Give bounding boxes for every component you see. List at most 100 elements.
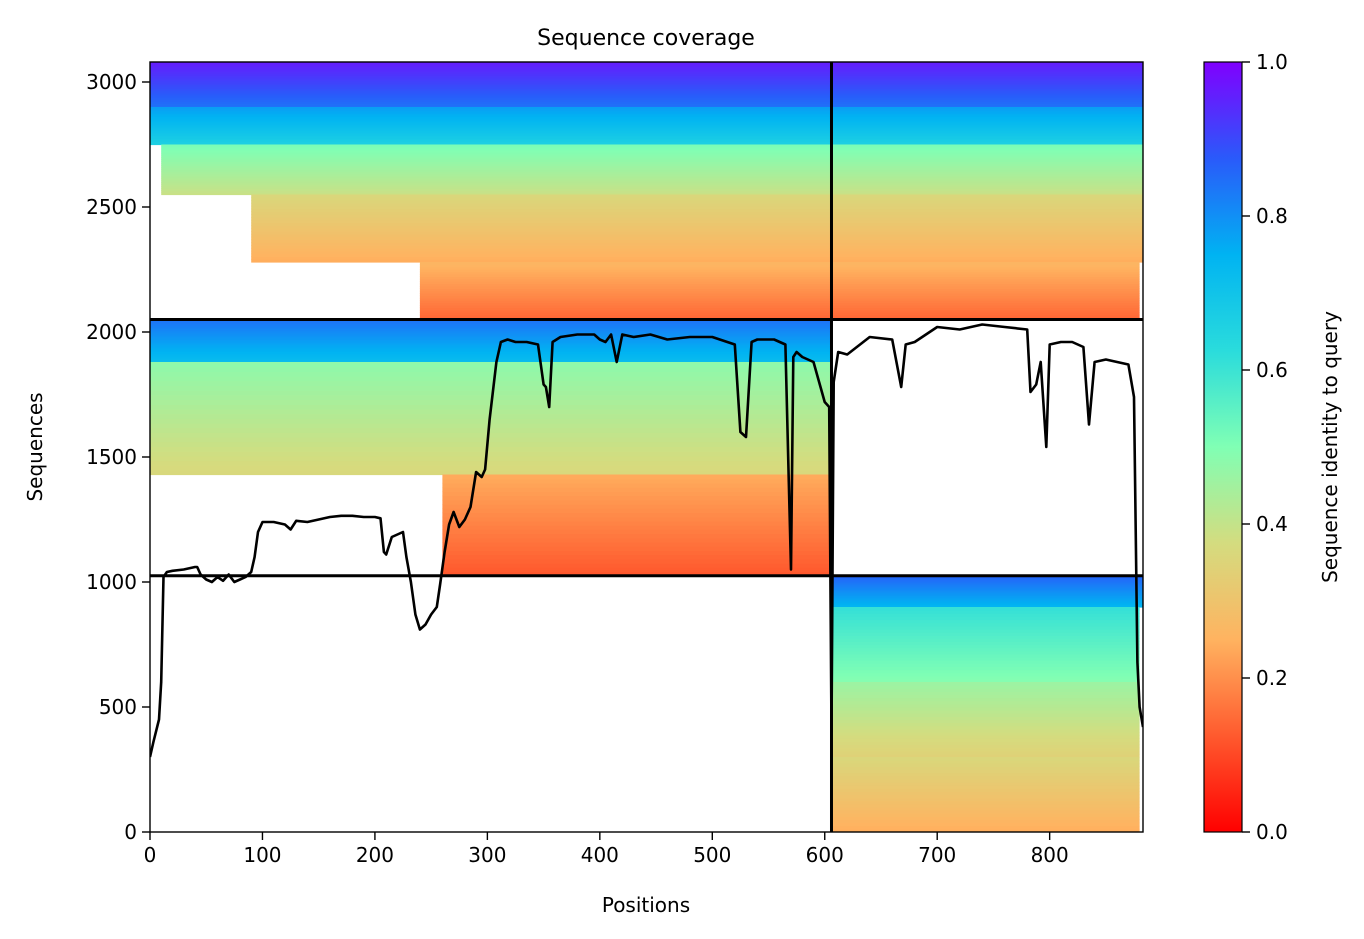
- coverage-band: [161, 152, 832, 156]
- coverage-band: [831, 200, 1143, 204]
- coverage-band: [831, 800, 1140, 805]
- coverage-band: [150, 326, 832, 329]
- coverage-band: [150, 432, 832, 438]
- coverage-band: [831, 788, 1140, 792]
- coverage-band: [831, 161, 1143, 164]
- coverage-band: [831, 678, 1140, 683]
- coverage-band: [831, 590, 1143, 592]
- coverage-band: [831, 666, 1140, 671]
- coverage-band: [251, 250, 832, 255]
- coverage-band: [831, 744, 1140, 749]
- coverage-band: [831, 186, 1143, 189]
- y-axis-label: Sequences: [23, 392, 47, 501]
- coverage-band: [831, 622, 1140, 627]
- x-tick-label: 200: [356, 843, 394, 867]
- coverage-band: [831, 93, 1143, 97]
- coverage-band: [150, 342, 832, 345]
- coverage-band: [251, 239, 832, 243]
- coverage-band: [150, 69, 832, 72]
- coverage-band: [831, 819, 1140, 824]
- y-tick-label: 2500: [86, 195, 137, 219]
- coverage-band: [150, 105, 832, 108]
- coverage-band: [831, 616, 1140, 621]
- coverage-band: [150, 88, 832, 91]
- coverage-band: [831, 644, 1140, 649]
- coverage-band: [831, 581, 1143, 583]
- coverage-band: [831, 69, 1143, 72]
- coverage-band: [150, 358, 832, 361]
- coverage-band: [831, 738, 1140, 742]
- x-tick-label: 0: [144, 843, 157, 867]
- x-tick-label: 700: [918, 843, 956, 867]
- coverage-band: [831, 286, 1140, 289]
- coverage-line: [150, 323, 1143, 758]
- coverage-band: [831, 663, 1140, 667]
- coverage-band: [831, 75, 1143, 78]
- coverage-band: [419, 302, 832, 306]
- coverage-band: [831, 778, 1140, 783]
- coverage-band: [831, 578, 1143, 581]
- coverage-band: [831, 111, 1143, 114]
- coverage-band: [419, 286, 832, 289]
- coverage-band: [150, 324, 832, 328]
- y-axis-ticks: 0 500 1000 1500 2000 2500 3000: [86, 70, 150, 844]
- coverage-band: [150, 110, 832, 113]
- coverage-band: [150, 394, 832, 401]
- coverage-band: [251, 242, 832, 246]
- coverage-band: [831, 239, 1143, 243]
- coverage-band: [150, 427, 832, 433]
- coverage-band: [831, 577, 1143, 579]
- coverage-band: [831, 595, 1143, 598]
- colorbar-label: Sequence identity to query: [1318, 311, 1342, 583]
- coverage-band: [831, 154, 1143, 158]
- coverage-band: [419, 269, 832, 273]
- colorbar-ticks: 0.0 0.2 0.4 0.6 0.8 1.0: [1242, 50, 1288, 844]
- coverage-band: [831, 694, 1140, 699]
- coverage-band: [442, 542, 832, 547]
- coverage-band: [150, 90, 832, 93]
- coverage-band: [831, 97, 1143, 101]
- coverage-band: [150, 122, 832, 125]
- coverage-band: [150, 441, 832, 447]
- y-tick-label: 2000: [86, 320, 137, 344]
- coverage-band: [831, 816, 1140, 821]
- coverage-band: [831, 791, 1140, 796]
- coverage-band: [831, 71, 1143, 74]
- coverage-band: [251, 194, 832, 198]
- coverage-band: [831, 119, 1143, 122]
- coverage-band: [831, 175, 1143, 179]
- colorbar-tick-label: 0.8: [1256, 204, 1288, 228]
- coverage-band: [831, 124, 1143, 127]
- coverage-band: [150, 107, 832, 110]
- coverage-band: [150, 101, 832, 104]
- coverage-band: [150, 124, 832, 127]
- coverage-band: [831, 65, 1143, 69]
- coverage-band: [831, 822, 1140, 827]
- coverage-band: [831, 146, 1143, 150]
- coverage-band: [831, 650, 1140, 655]
- coverage-band: [150, 351, 832, 354]
- coverage-band: [831, 250, 1143, 255]
- coverage-band: [831, 625, 1140, 630]
- coverage-band: [831, 231, 1143, 235]
- coverage-band: [419, 297, 832, 301]
- coverage-band: [831, 182, 1143, 185]
- coverage-band: [419, 262, 832, 265]
- coverage-band: [831, 165, 1143, 168]
- coverage-band: [831, 121, 1143, 124]
- coverage-band: [161, 163, 832, 166]
- coverage-band: [251, 219, 832, 224]
- coverage-band: [150, 95, 832, 99]
- coverage-band: [831, 725, 1140, 730]
- coverage-band: [831, 772, 1140, 777]
- coverage-band: [150, 465, 832, 471]
- x-tick-label: 400: [581, 843, 619, 867]
- coverage-band: [831, 828, 1140, 832]
- coverage-band: [161, 150, 832, 154]
- coverage-band: [419, 309, 832, 313]
- coverage-band: [150, 323, 832, 326]
- coverage-band: [150, 114, 832, 117]
- coverage-band: [251, 233, 832, 238]
- coverage-band: [831, 190, 1143, 193]
- coverage-band: [161, 186, 832, 189]
